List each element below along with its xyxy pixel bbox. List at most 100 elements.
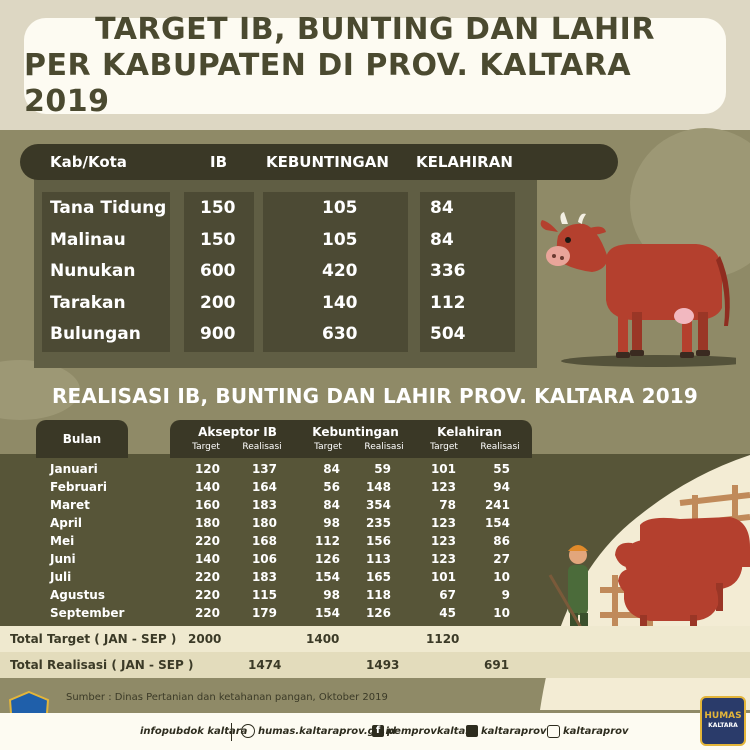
header-bulan: Bulan xyxy=(62,432,102,446)
cell-ib-target: 180 xyxy=(194,516,220,530)
sub-realisasi: Realisasi xyxy=(242,442,282,452)
cell-kl-realisasi: 94 xyxy=(493,480,510,494)
cell-kb-realisasi: 148 xyxy=(365,480,391,494)
cell-kl-realisasi: 154 xyxy=(484,516,510,530)
row-kebuntingan: 105 xyxy=(322,229,358,250)
sub-target: Target xyxy=(430,442,458,452)
cell-ib-target: 120 xyxy=(194,462,220,476)
cell-kl-target: 123 xyxy=(430,534,456,548)
cell-ib-realisasi: 164 xyxy=(251,480,277,494)
header-groups-tab: Akseptor IB Kebuntingan Kelahiran Target… xyxy=(170,420,532,458)
cell-kb-realisasi: 235 xyxy=(365,516,391,530)
cell-kb-target: 84 xyxy=(323,462,340,476)
cell-kb-realisasi: 118 xyxy=(365,588,391,602)
row-ib: 200 xyxy=(200,292,236,313)
cell-bulan: Mei xyxy=(50,534,75,548)
row-kelahiran: 504 xyxy=(430,324,466,344)
cell-kb-realisasi: 354 xyxy=(365,498,391,512)
cell-kl-realisasi: 27 xyxy=(493,552,510,566)
total-target-ib: 2000 xyxy=(188,632,222,646)
cell-ib-realisasi: 180 xyxy=(251,516,277,530)
cell-kl-realisasi: 9 xyxy=(501,588,510,602)
total-target-kelahiran: 1120 xyxy=(426,632,460,646)
cell-kb-target: 98 xyxy=(323,588,340,602)
row-kabkota: Nunukan xyxy=(50,261,136,281)
header-akseptor-ib: Akseptor IB xyxy=(198,425,277,439)
target-col-bg xyxy=(420,192,515,352)
target-col-bg xyxy=(263,192,408,352)
header-bulan-tab: Bulan xyxy=(36,420,128,458)
cell-kl-realisasi: 10 xyxy=(493,570,510,584)
cell-kb-realisasi: 113 xyxy=(365,552,391,566)
cell-kl-realisasi: 241 xyxy=(484,498,510,512)
cell-kb-target: 56 xyxy=(323,480,340,494)
row-kabkota: Tarakan xyxy=(50,292,126,313)
cell-ib-target: 220 xyxy=(194,588,220,602)
cell-kb-realisasi: 59 xyxy=(374,462,391,476)
cell-kb-realisasi: 126 xyxy=(365,606,391,620)
total-target-row: Total Target ( JAN - SEP ) 2000 1400 112… xyxy=(0,626,750,652)
total-realisasi-kelahiran: 691 xyxy=(484,658,510,672)
footer-twitter-item[interactable]: kaltaraprov xyxy=(466,713,547,750)
cell-bulan: Juli xyxy=(50,570,72,584)
cell-kb-target: 84 xyxy=(323,498,340,512)
instagram-icon xyxy=(547,724,560,738)
cell-ib-target: 140 xyxy=(194,480,220,494)
footer-instagram-item[interactable]: kaltaraprov xyxy=(547,713,629,750)
target-col-bg xyxy=(184,192,254,352)
cell-kl-target: 78 xyxy=(439,498,456,512)
cell-bulan: April xyxy=(50,516,83,530)
cell-kb-target: 154 xyxy=(314,570,340,584)
total-realisasi-row: Total Realisasi ( JAN - SEP ) 1474 1493 … xyxy=(0,652,750,678)
cell-bulan: Agustus xyxy=(50,588,105,602)
row-kelahiran: 336 xyxy=(430,261,466,281)
title-card: TARGET IB, BUNTING DAN LAHIR PER KABUPAT… xyxy=(24,12,726,119)
total-realisasi-kebuntingan: 1493 xyxy=(366,658,400,672)
title-line-1: TARGET IB, BUNTING DAN LAHIR xyxy=(95,12,655,47)
title-line-2: PER KABUPATEN DI PROV. KALTARA 2019 xyxy=(24,48,632,119)
target-table-header: Kab/Kota IB KEBUNTINGAN KELAHIRAN xyxy=(20,144,618,180)
total-realisasi-ib: 1474 xyxy=(248,658,282,672)
cell-ib-realisasi: 115 xyxy=(251,588,277,602)
row-kabkota: Bulungan xyxy=(50,324,141,344)
cell-kb-realisasi: 165 xyxy=(365,570,391,584)
cell-bulan: Maret xyxy=(50,498,90,512)
footer-facebook-item[interactable]: f pemprovkaltara xyxy=(372,713,477,750)
cell-ib-target: 220 xyxy=(194,570,220,584)
cell-bulan: Juni xyxy=(50,552,76,566)
row-kabkota: Malinau xyxy=(50,229,126,250)
cell-kb-target: 98 xyxy=(323,516,340,530)
header-kebuntingan: Kebuntingan xyxy=(312,425,399,439)
cell-ib-realisasi: 168 xyxy=(251,534,277,548)
row-kabkota: Tana Tidung xyxy=(50,198,167,218)
footer-website-item[interactable]: humas.kaltaraprov.go.id xyxy=(241,713,396,750)
row-ib: 600 xyxy=(200,261,236,281)
cell-bulan: September xyxy=(50,606,125,620)
cell-ib-realisasi: 179 xyxy=(251,606,277,620)
footer-account: infopubdok kaltara xyxy=(140,726,248,737)
cell-kb-target: 112 xyxy=(314,534,340,548)
row-kelahiran: 112 xyxy=(430,292,466,313)
cell-kl-target: 101 xyxy=(430,462,456,476)
facebook-icon: f xyxy=(372,725,384,737)
cell-kb-target: 126 xyxy=(314,552,340,566)
header-ib: IB xyxy=(210,153,228,171)
row-kebuntingan: 630 xyxy=(322,324,358,344)
row-kebuntingan: 420 xyxy=(322,261,358,281)
cell-kl-target: 123 xyxy=(430,552,456,566)
cell-kb-realisasi: 156 xyxy=(365,534,391,548)
total-target-label: Total Target ( JAN - SEP ) xyxy=(10,632,177,646)
footer-instagram: kaltaraprov xyxy=(563,726,629,737)
row-kelahiran: 84 xyxy=(430,229,454,250)
header-kelahiran: Kelahiran xyxy=(437,425,502,439)
footer: infopubdok kaltara humas.kaltaraprov.go.… xyxy=(0,713,750,750)
total-target-kebuntingan: 1400 xyxy=(306,632,340,646)
row-kebuntingan: 105 xyxy=(322,198,358,218)
cell-kl-target: 45 xyxy=(439,606,456,620)
badge-text-2: KALTARA xyxy=(708,722,738,729)
header-kabkota: Kab/Kota xyxy=(50,153,127,171)
row-ib: 150 xyxy=(200,229,236,250)
cell-kl-target: 67 xyxy=(439,588,456,602)
header-kelahiran: KELAHIRAN xyxy=(416,153,513,171)
